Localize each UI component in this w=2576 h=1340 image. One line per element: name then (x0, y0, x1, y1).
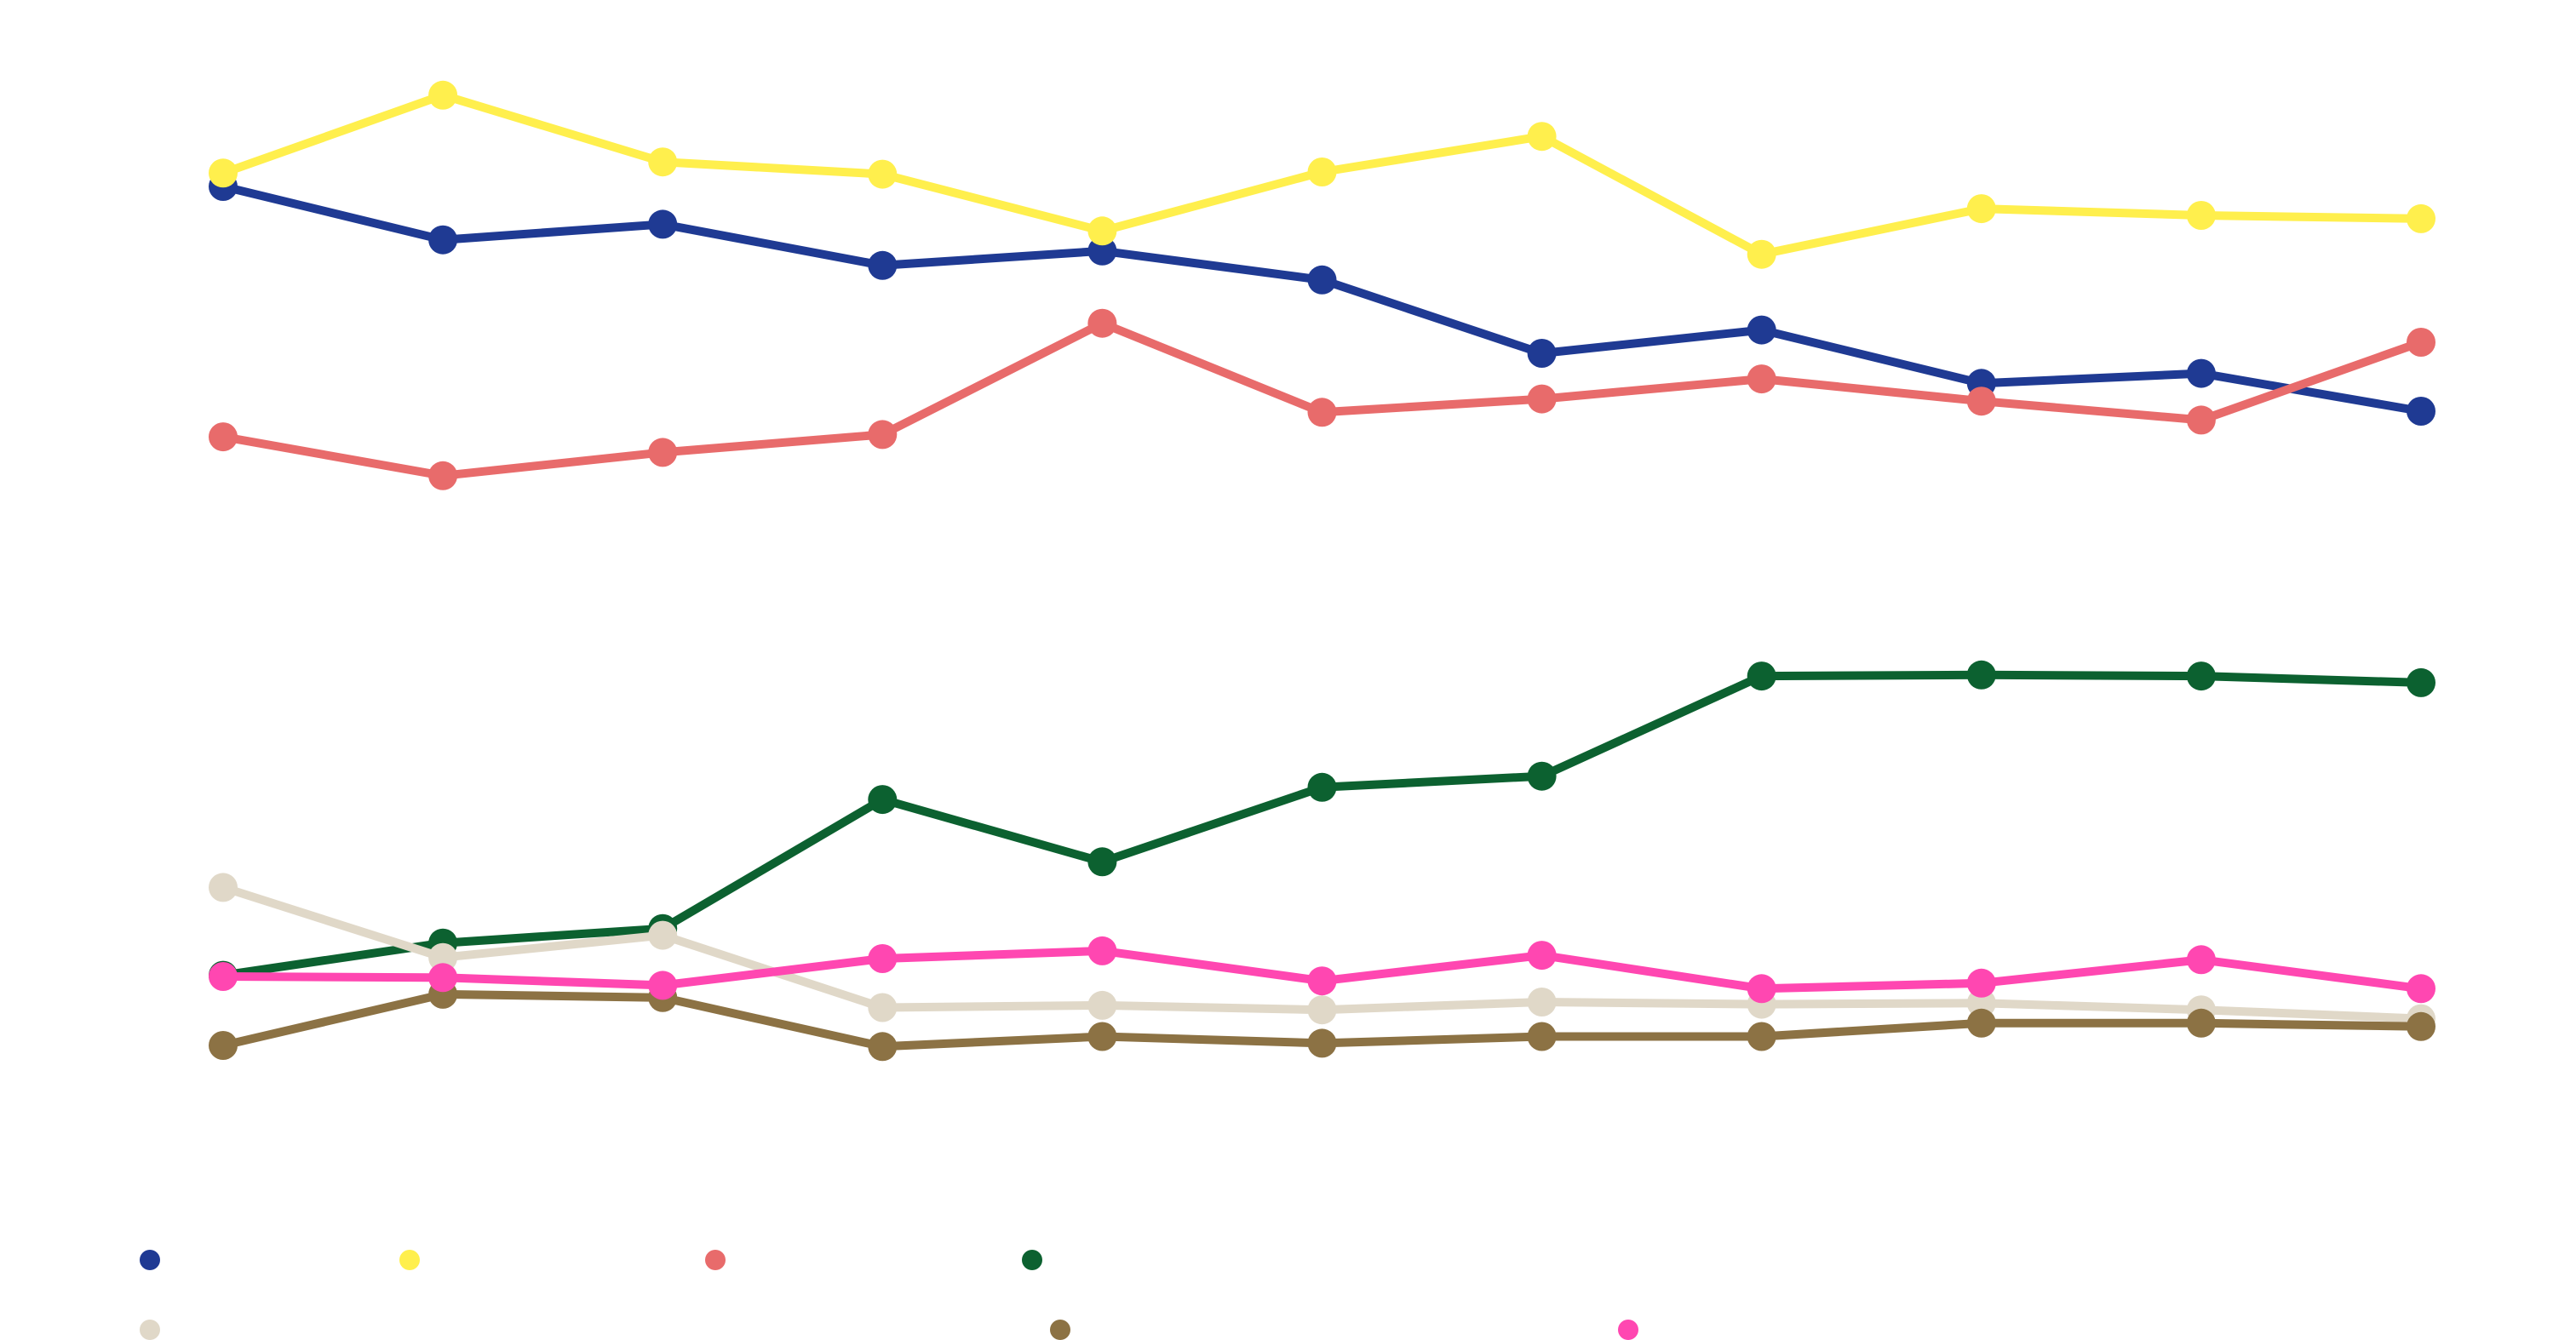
data-point (2407, 667, 2435, 697)
data-point (1307, 398, 1337, 427)
data-point (2186, 358, 2216, 388)
legend-marker (705, 1250, 726, 1270)
series-1 (209, 172, 2435, 426)
data-point (868, 993, 898, 1022)
data-point (1527, 941, 1557, 971)
data-point (1966, 387, 1996, 416)
data-point (868, 250, 898, 280)
data-point (1087, 216, 1117, 246)
data-point (2186, 405, 2216, 435)
data-point (428, 461, 458, 490)
legend-item (140, 1320, 160, 1340)
data-point (868, 159, 898, 189)
series-3 (209, 308, 2435, 490)
data-point (209, 962, 238, 991)
legend-item (1022, 1250, 1042, 1270)
data-point (1087, 308, 1117, 338)
legend-item (705, 1250, 726, 1270)
legend-item (140, 1250, 160, 1270)
data-point (1747, 974, 1776, 1004)
data-point (1747, 661, 1776, 691)
legend-marker (1022, 1250, 1042, 1270)
data-point (1307, 966, 1337, 996)
series-2 (209, 80, 2435, 269)
data-point (1307, 157, 1337, 186)
data-point (1747, 364, 1776, 394)
data-point (428, 225, 458, 255)
legend-item (399, 1250, 420, 1270)
data-point (2186, 661, 2216, 691)
data-point (428, 80, 458, 110)
data-point (868, 944, 898, 973)
data-point (1087, 990, 1117, 1020)
data-point (2407, 203, 2435, 233)
legend (140, 1250, 1638, 1340)
legend-item (1050, 1320, 1070, 1340)
legend-marker (399, 1250, 420, 1270)
data-point (1966, 988, 1996, 1018)
data-point (1966, 194, 1996, 224)
data-point (2407, 974, 2435, 1004)
data-point (1087, 847, 1117, 877)
series-4 (209, 660, 2435, 990)
data-point (1966, 1008, 1996, 1038)
legend-item (1618, 1320, 1638, 1340)
data-point (1966, 968, 1996, 998)
data-point (648, 971, 678, 1000)
data-point (1307, 1028, 1337, 1058)
data-point (1966, 660, 1996, 690)
data-point (2186, 1008, 2216, 1038)
data-point (1527, 761, 1557, 791)
data-point (868, 420, 898, 450)
data-point (1527, 339, 1557, 368)
data-point (209, 873, 238, 902)
data-point (2186, 945, 2216, 975)
legend-marker (1050, 1320, 1070, 1340)
series-7 (209, 936, 2435, 1004)
data-point (1747, 1022, 1776, 1051)
data-point (868, 785, 898, 815)
legend-marker (140, 1320, 160, 1340)
data-point (1527, 122, 1557, 152)
data-point (209, 422, 238, 452)
data-point (1307, 772, 1337, 802)
data-point (209, 158, 238, 188)
data-point (1087, 236, 1117, 266)
data-point (1747, 315, 1776, 345)
data-point (428, 963, 458, 993)
legend-marker (140, 1250, 160, 1270)
data-point (1087, 936, 1117, 965)
data-point (2407, 397, 2435, 426)
data-point (1307, 265, 1337, 295)
data-point (868, 1032, 898, 1062)
plot-area (209, 80, 2435, 1062)
legend-marker (1618, 1320, 1638, 1340)
data-point (1527, 988, 1557, 1016)
data-point (2407, 1011, 2435, 1041)
data-point (648, 209, 678, 239)
data-point (1307, 995, 1337, 1025)
data-point (1527, 1022, 1557, 1051)
data-point (2407, 328, 2435, 357)
data-point (209, 1031, 238, 1060)
data-point (648, 920, 678, 950)
data-point (1087, 1022, 1117, 1051)
data-point (1747, 239, 1776, 269)
data-point (648, 438, 678, 467)
data-point (428, 942, 458, 972)
data-point (648, 147, 678, 177)
data-point (2186, 201, 2216, 230)
data-point (1527, 384, 1557, 414)
